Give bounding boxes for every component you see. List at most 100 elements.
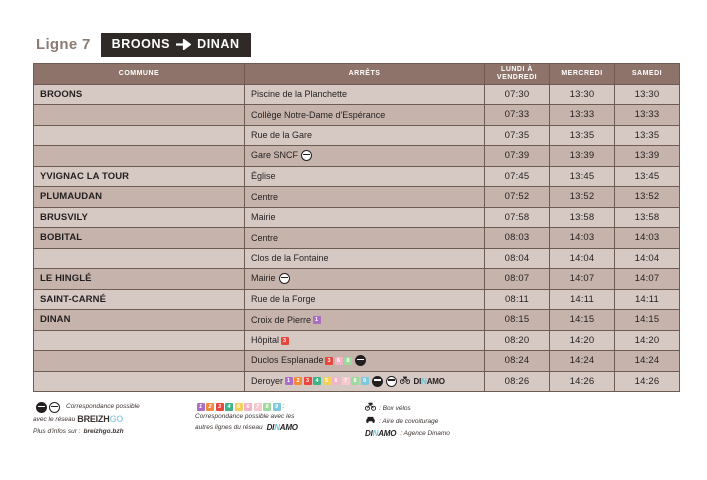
cell-time-1: 08:07 [484, 268, 550, 290]
table-row: Collège Notre-Dame d'Espérance 07:33 13:33… [33, 104, 680, 126]
cell-commune: BOBITAL [33, 227, 245, 249]
cell-arret: Centre [244, 227, 485, 249]
cell-time-3: 14:20 [614, 329, 680, 351]
cell-arret: Deroyer 1 2 3 4 5 6 7 8 9 DINAMO [244, 370, 485, 392]
cell-commune [33, 145, 245, 167]
table-row: YVIGNAC LA TOUR Église 07:45 13:45 13:45 [33, 165, 680, 187]
stop-label: Piscine de la Planchette [251, 89, 348, 100]
cell-time-1: 07:39 [484, 145, 550, 167]
cell-time-3: 13:58 [614, 206, 680, 228]
line-badge-8: 8 [263, 403, 271, 412]
cell-time-1: 07:33 [484, 104, 550, 126]
column-header-commune: COMMUNE [33, 63, 245, 85]
cell-commune: BRUSVILY [33, 206, 245, 228]
cell-arret: Croix de Pierre 1 [244, 309, 485, 331]
breizhgo-circle-dark-icon [355, 355, 367, 367]
route-origin: BROONS [111, 37, 171, 51]
cell-time-2: 13:39 [549, 145, 615, 167]
cell-commune [33, 329, 245, 351]
cell-time-3: 14:04 [614, 247, 680, 269]
line-badge-3: 3 [325, 356, 334, 365]
legend-agency-line: DINAMO : Agence Dinamo [365, 428, 565, 440]
line-badge-3: 3 [303, 377, 312, 386]
cell-time-1: 07:52 [484, 186, 550, 208]
cell-commune: SAINT-CARNÉ [33, 288, 245, 310]
table-row: Gare SNCF 07:39 13:39 13:39 [33, 145, 680, 167]
arrow-right-icon [176, 38, 192, 50]
line-badge-6: 6 [334, 356, 343, 365]
cell-commune: LE HINGLÉ [33, 268, 245, 290]
cell-time-3: 14:07 [614, 268, 680, 290]
legend-carpool-line: : Aire de covoiturage [365, 415, 565, 428]
table-row: Rue de la Gare 07:35 13:35 13:35 [33, 124, 680, 146]
column-header-lundi-vendredi: LUNDI À VENDREDI [484, 63, 550, 85]
line-badge-9: 9 [360, 377, 369, 386]
cell-time-3: 13:30 [614, 83, 680, 105]
stop-label: Hôpital [251, 335, 280, 346]
cell-time-2: 14:03 [549, 227, 615, 249]
cell-commune [33, 247, 245, 269]
stop-label: Clos de la Fontaine [251, 253, 329, 264]
page-title: Ligne 7 [36, 36, 91, 54]
line-badge-6: 6 [332, 377, 341, 386]
cell-time-2: 13:33 [549, 104, 615, 126]
cell-arret: Hôpital 3 [244, 329, 485, 351]
dinamo-wordmark-agency: DINAMO [365, 429, 397, 439]
cell-time-2: 14:15 [549, 309, 615, 331]
cell-time-3: 13:35 [614, 124, 680, 146]
cell-arret: Centre [244, 186, 485, 208]
line-badge-2: 2 [294, 377, 303, 386]
legend-bike-line: : Box vélos [364, 402, 565, 415]
dinamo-wordmark: DINAMO [266, 423, 298, 433]
line-badge-6: 6 [244, 403, 252, 412]
cell-arret: Rue de la Forge [244, 288, 485, 310]
line-badge-8: 8 [351, 377, 360, 386]
cell-time-3: 13:33 [614, 104, 680, 126]
cell-time-2: 14:07 [549, 268, 615, 290]
breizhgo-circle-white-icon [385, 375, 397, 387]
legend-agency-text: : Agence Dinamo [400, 430, 450, 438]
cell-time-3: 14:15 [614, 309, 680, 331]
legend-facilities: : Box vélos : Aire de covoiturage DINAMO… [364, 402, 565, 441]
table-row: SAINT-CARNÉ Rue de la Forge 08:11 14:11 14:1… [33, 288, 680, 310]
cell-time-1: 08:04 [484, 247, 550, 269]
table-row: DINAN Croix de Pierre 1 08:15 14:15 14:15 [33, 309, 680, 331]
cell-time-1: 08:11 [484, 288, 550, 310]
line-badge-7: 7 [341, 377, 350, 386]
bike-box-icon [364, 402, 377, 415]
cell-time-3: 14:03 [614, 227, 680, 249]
breizhgo-url[interactable]: breizhgo.bzh [83, 427, 124, 435]
bike-box-icon [399, 376, 410, 386]
legend: Correspondance possible avec le réseau B… [33, 402, 678, 441]
table-row: BROONS Piscine de la Planchette 07:30 13:30… [33, 83, 680, 105]
line-badge-1: 1 [312, 316, 321, 325]
legend-dinamo-line2: autres lignes du réseau DINAMO [195, 422, 360, 434]
table-row: BOBITAL Centre 08:03 14:03 14:03 [33, 227, 680, 249]
cell-time-3: 14:26 [614, 370, 680, 392]
header-row: COMMUNE ARRÊTS LUNDI À VENDREDI MERCREDI… [33, 63, 680, 85]
cell-arret: Église [244, 165, 485, 187]
cell-arret: Rue de la Gare [244, 124, 485, 146]
stop-label: Duclos Esplanade [251, 355, 324, 366]
cell-time-2: 14:11 [549, 288, 615, 310]
route-destination: DINAN [197, 37, 240, 51]
table-row: Duclos Esplanade 3 6 8 08:24 14:24 14:24 [33, 350, 680, 372]
line-badge-3: 3 [280, 336, 289, 345]
breizhgo-circle-white-icon [278, 273, 290, 285]
legend-dinamo-text2: autres lignes du réseau [195, 424, 263, 432]
dinamo-wordmark: DINAMO [413, 376, 445, 386]
stop-label: Mairie [251, 273, 276, 284]
line-badge-3: 3 [215, 403, 224, 412]
column-header-mercredi: MERCREDI [549, 63, 615, 85]
page-header: Ligne 7 BROONS DINAN [36, 33, 251, 57]
stop-label: Collège Notre-Dame d'Espérance [251, 109, 386, 120]
cell-time-1: 08:20 [484, 329, 550, 351]
legend-breizhgo-text1: Correspondance possible [66, 403, 140, 411]
legend-breizhgo-line3: Plus d'infos sur : breizhgo.bzh [33, 427, 195, 437]
timetable-body: BROONS Piscine de la Planchette 07:30 13:30… [33, 83, 680, 392]
cell-time-2: 13:45 [549, 165, 615, 187]
cell-time-2: 13:58 [549, 206, 615, 228]
timetable-head: COMMUNE ARRÊTS LUNDI À VENDREDI MERCREDI… [33, 63, 680, 85]
table-row: Deroyer 1 2 3 4 5 6 7 8 9 DINAMO 08:26 14:26 14:26 [33, 370, 680, 392]
